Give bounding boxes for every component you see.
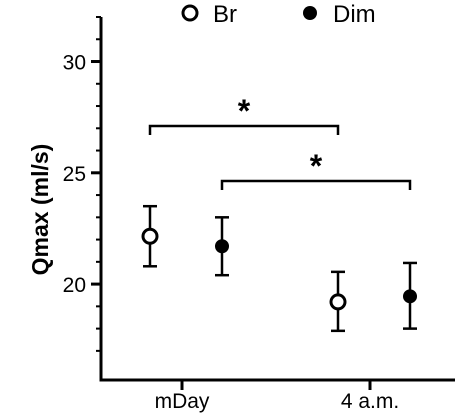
significance-bracket [220, 179, 412, 190]
x-tick-label: 4 a.m. [341, 390, 399, 413]
y-axis-title: Qmax (ml/s) [27, 144, 53, 276]
legend-label-dim: Dim [333, 1, 376, 28]
point-br [141, 227, 159, 245]
legend-marker-br [181, 4, 199, 22]
x-tick-label: mDay [155, 390, 210, 413]
data-marks [141, 204, 417, 333]
point-dim [215, 239, 229, 254]
legend-marker-dim [303, 6, 317, 20]
significance-bracket [148, 124, 340, 135]
point-dim [403, 289, 417, 304]
y-tick-label: 20 [63, 274, 86, 297]
legend: Br Dim [181, 1, 376, 28]
y-tick-label: 25 [63, 163, 86, 186]
significance-annotations: ** [148, 93, 412, 190]
legend-label-br: Br [213, 1, 237, 28]
y-tick-label: 30 [63, 52, 86, 75]
significance-star: * [310, 148, 323, 184]
significance-star: * [238, 93, 251, 129]
axes: 20 25 30 mDay 4 a.m. [63, 16, 455, 413]
point-br [329, 293, 347, 311]
